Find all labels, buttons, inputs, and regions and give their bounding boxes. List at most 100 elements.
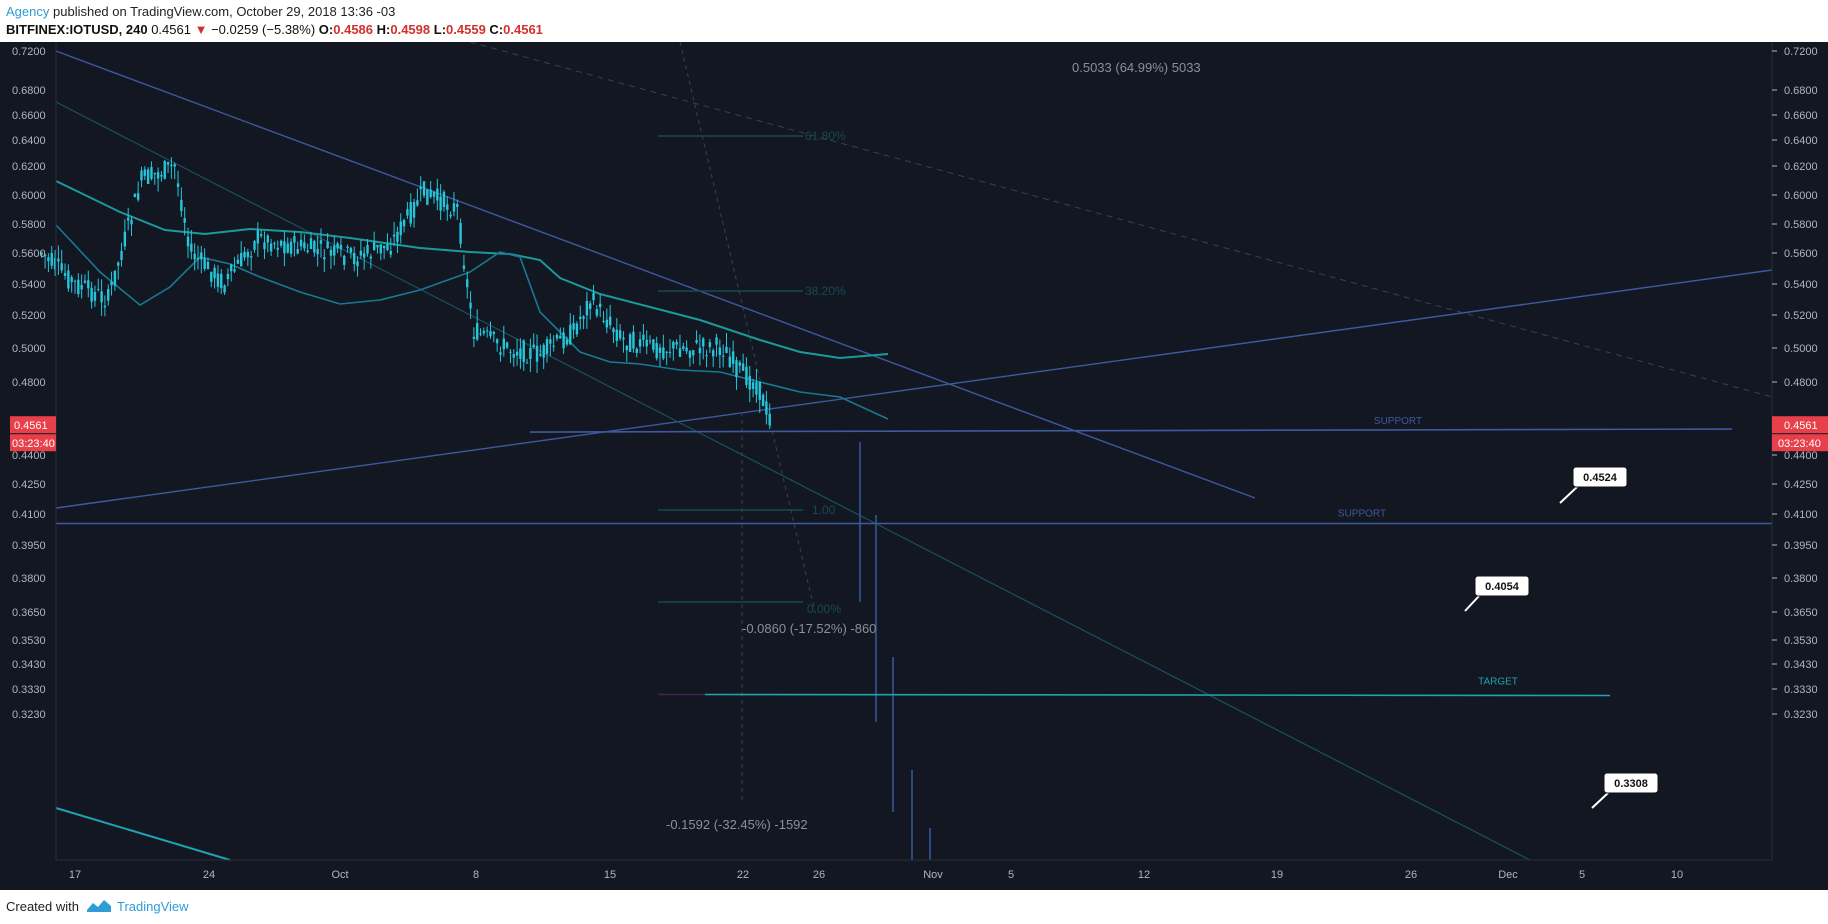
publish-info: Agency published on TradingView.com, Oct… xyxy=(6,4,395,19)
candle-body xyxy=(562,332,565,349)
left-y-tick-label: 0.3650 xyxy=(12,607,46,619)
target-label: TARGET xyxy=(1478,677,1518,688)
candle-body xyxy=(136,193,140,200)
left-y-tick-label: 0.5400 xyxy=(12,279,46,291)
candle-body xyxy=(372,242,376,250)
candle-body xyxy=(741,363,745,371)
candle-body xyxy=(505,342,509,348)
candle-body xyxy=(240,253,243,267)
candle-body xyxy=(462,265,466,269)
y-tick-label: 0.6400 xyxy=(1784,135,1818,147)
grid-layer xyxy=(0,42,1828,890)
x-tick-label: 15 xyxy=(604,869,616,881)
left-y-tick-label: 0.3230 xyxy=(12,709,46,721)
candle-body xyxy=(113,270,117,286)
candle-body xyxy=(150,167,153,179)
candle-body xyxy=(579,316,582,319)
chart-area[interactable]: SUPPORT SUPPORT TARGET 0.4524 0.4054 0.3308 0.… xyxy=(0,41,1828,890)
y-tick-label: 0.5800 xyxy=(1784,219,1818,231)
y-tick-label: 0.4100 xyxy=(1784,509,1818,521)
candle-body xyxy=(731,351,735,364)
candle-body xyxy=(492,331,496,334)
candle-body xyxy=(748,376,751,390)
candle-body xyxy=(672,341,675,349)
candle-body xyxy=(230,264,233,272)
last-price-badge-left xyxy=(10,416,56,434)
low-value: 0.4559 xyxy=(446,22,486,37)
candle-body xyxy=(349,247,353,253)
price-chart[interactable]: SUPPORT SUPPORT TARGET 0.4524 0.4054 0.3308 0.… xyxy=(0,41,1828,890)
candle-body xyxy=(346,246,349,249)
candle-body xyxy=(203,257,206,269)
tradingview-logo-icon xyxy=(87,900,111,912)
left-y-tick-label: 0.3800 xyxy=(12,573,46,585)
candle-body xyxy=(263,242,266,250)
left-y-tick-label: 0.3330 xyxy=(12,684,46,696)
candle-body xyxy=(446,204,449,210)
candle-body xyxy=(622,337,625,340)
candle-body xyxy=(509,351,512,353)
candle-body xyxy=(615,329,619,342)
author-link[interactable]: Agency xyxy=(6,4,50,19)
candle-body xyxy=(120,250,123,261)
candle-body xyxy=(628,334,632,352)
candle-body xyxy=(429,189,432,198)
candle-body xyxy=(47,257,50,262)
candle-body xyxy=(685,347,688,352)
y-tick-label: 0.3800 xyxy=(1784,573,1818,585)
candle-body xyxy=(585,300,589,316)
callout-value: 0.3308 xyxy=(1614,778,1648,790)
candle-body xyxy=(569,324,572,345)
candle-body xyxy=(605,319,609,328)
candle-body xyxy=(163,161,166,179)
candle-body xyxy=(652,339,655,350)
callout-0-4524: 0.4524 xyxy=(1559,466,1628,504)
x-tick-label: 17 xyxy=(69,869,81,881)
candle-body xyxy=(409,202,412,224)
candle-body xyxy=(233,269,236,272)
candle-body xyxy=(419,186,422,190)
y-tick-label: 0.3430 xyxy=(1784,659,1818,671)
callout-box xyxy=(1572,466,1628,488)
range-annotation-mid: -0.0860 (-17.52%) -860 xyxy=(742,621,876,636)
candle-body xyxy=(519,348,522,359)
candle-body xyxy=(452,203,456,212)
candle-body xyxy=(110,281,113,286)
y-tick-label: 0.6800 xyxy=(1784,85,1818,97)
candle-body xyxy=(638,339,642,347)
candle-body xyxy=(565,339,569,345)
candle-body xyxy=(692,350,695,356)
chart-background xyxy=(0,42,1828,890)
x-tick-label: Oct xyxy=(331,869,348,881)
y-tick-label: 0.4250 xyxy=(1784,479,1818,491)
candle-body xyxy=(63,272,67,276)
candle-body xyxy=(648,340,652,342)
callout-box xyxy=(1474,575,1530,597)
fib-label-1: 1.00 xyxy=(812,503,836,517)
callout-pointer xyxy=(1559,486,1578,504)
candle-body xyxy=(293,236,296,243)
low-label: L: xyxy=(433,22,447,37)
candle-body xyxy=(721,355,725,357)
descending-trendline xyxy=(55,50,1256,499)
left-y-tick-label: 0.4400 xyxy=(12,450,46,462)
candle-body xyxy=(525,362,529,364)
candle-body xyxy=(236,259,240,264)
down-arrow-icon: ▼ xyxy=(194,22,208,37)
tradingview-brand[interactable]: TradingView xyxy=(117,899,189,914)
candle-body xyxy=(279,240,283,246)
candle-body xyxy=(286,243,289,253)
y-tick-label: 0.4800 xyxy=(1784,377,1818,389)
left-y-tick-label: 0.6800 xyxy=(12,85,46,97)
y-tick-label: 0.5400 xyxy=(1784,279,1818,291)
candle-body xyxy=(432,191,436,197)
fib-label-0: 0.00% xyxy=(807,602,841,616)
candle-body xyxy=(592,293,595,301)
candle-body xyxy=(170,164,173,167)
candle-body xyxy=(625,345,628,351)
candle-body xyxy=(698,347,702,354)
open-label: O: xyxy=(318,22,334,37)
candle-body xyxy=(253,241,256,250)
callout-pointer xyxy=(1464,595,1480,612)
candle-body xyxy=(249,256,253,258)
